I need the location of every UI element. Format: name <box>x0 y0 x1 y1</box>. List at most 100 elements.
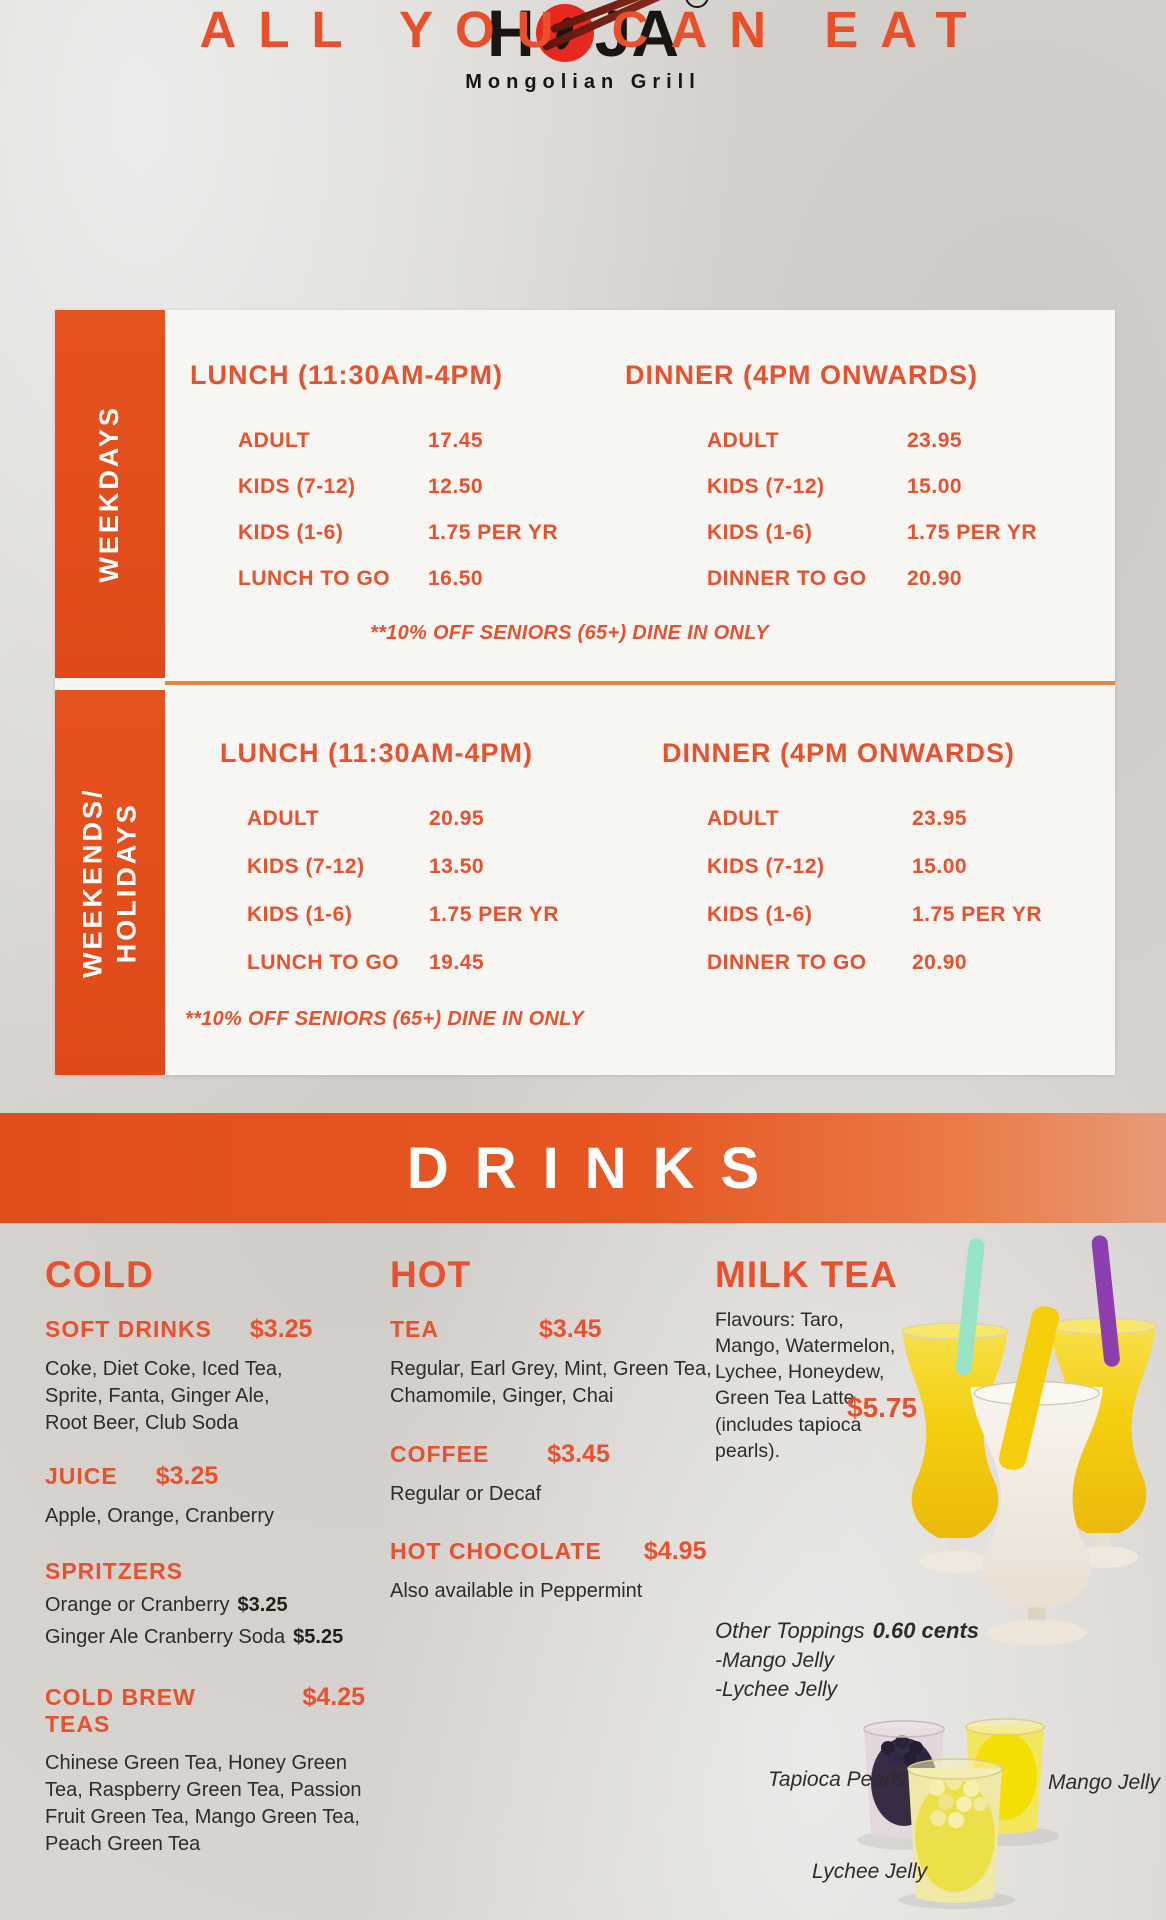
spritzer-text: Ginger Ale Cranberry Soda <box>45 1626 286 1649</box>
other-toppings-label: Other Toppings <box>715 1618 865 1643</box>
price-label: LUNCH TO GO <box>238 567 391 591</box>
section-divider <box>165 681 1115 685</box>
price-table: ADULT 23.95 KIDS (7-12) 15.00 KIDS (1-6) 1.… <box>625 429 1037 613</box>
meal-heading: LUNCH (11:30AM-4PM) <box>220 738 534 768</box>
drinks-banner: DRINKS <box>0 1113 1166 1223</box>
price-value: 12.50 <box>428 475 484 499</box>
price-table: ADULT 23.95 KIDS (7-12) 15.00 KIDS (1-6) 1.… <box>662 807 1042 999</box>
weekends-lunch-block: LUNCH (11:30AM-4PM) ADULT 20.95 KIDS (7-1… <box>220 738 559 999</box>
weekdays-lunch-block: LUNCH (11:30AM-4PM) ADULT 17.45 KIDS (7-1… <box>190 360 558 613</box>
item-price: $3.25 <box>249 1315 313 1343</box>
tapioca-pearls-label: Tapioca Pearls <box>768 1768 907 1791</box>
table-row: KIDS (1-6) 1.75 PER YR <box>707 903 1042 951</box>
table-row: KIDS (1-6) 1.75 PER YR <box>707 521 1037 567</box>
table-row: ADULT 17.45 <box>238 429 558 475</box>
price-value: 13.50 <box>429 855 485 879</box>
item-price: $4.95 <box>643 1537 707 1566</box>
item-description: Coke, Diet Coke, Iced Tea, Sprite, Fanta… <box>45 1358 283 1434</box>
spritzer-price: $3.25 <box>237 1594 288 1617</box>
milk-tea-column: MILK TEA Flavours: Taro, Mango, Watermel… <box>715 1256 1015 1464</box>
item-description: Regular, Earl Grey, Mint, Green Tea, Cha… <box>390 1358 712 1407</box>
menu-item-coffee: COFFEE $3.45 Regular or Decaf <box>390 1440 720 1508</box>
spritzer-line: Ginger Ale Cranberry Soda $5.25 <box>45 1626 365 1649</box>
table-row: KIDS (1-6) 1.75 PER YR <box>247 903 559 951</box>
price-label: DINNER TO GO <box>707 951 867 975</box>
menu-item-hot-chocolate: HOT CHOCOLATE $4.95 Also available in Pep… <box>390 1537 720 1605</box>
menu-item-spritzers: SPRITZERS Orange or Cranberry $3.25 Ginge… <box>45 1558 365 1649</box>
menu-item-tea: TEA $3.45 Regular, Earl Grey, Mint, Green… <box>390 1315 720 1410</box>
lychee-jelly-label: Lychee Jelly <box>812 1860 928 1883</box>
price-label: DINNER TO GO <box>707 567 867 591</box>
table-row: KIDS (7-12) 12.50 <box>238 475 558 521</box>
price-label: KIDS (1-6) <box>707 521 813 545</box>
price-label: ADULT <box>247 807 320 831</box>
table-row: LUNCH TO GO 19.45 <box>247 951 559 999</box>
item-price: $3.45 <box>547 1439 610 1468</box>
milk-tea-description: Flavours: Taro, Mango, Watermelon, Lyche… <box>715 1309 896 1462</box>
price-table: ADULT 20.95 KIDS (7-12) 13.50 KIDS (1-6) 1.… <box>220 807 559 999</box>
item-price: $4.25 <box>302 1683 365 1712</box>
price-value: 19.45 <box>429 951 485 975</box>
table-row: DINNER TO GO 20.90 <box>707 951 1042 999</box>
price-value: 15.00 <box>907 475 963 499</box>
milk-tea-glass-center <box>970 1306 1103 1646</box>
item-name: COLD BREW TEAS <box>45 1684 196 1738</box>
pricing-card: WEEKDAYS WEEKENDS/ HOLIDAYS LUNCH (11:30… <box>55 310 1115 1075</box>
logo-text-h: H <box>486 0 535 70</box>
other-toppings-title: Other Toppings 0.60 cents <box>715 1618 979 1644</box>
item-name: SOFT DRINKS <box>45 1316 212 1342</box>
price-table: ADULT 17.45 KIDS (7-12) 12.50 KIDS (1-6) 1.… <box>190 429 558 613</box>
weekends-sidebar: WEEKENDS/ HOLIDAYS <box>55 690 165 1075</box>
menu-item-juice: JUICE $3.25 Apple, Orange, Cranberry <box>45 1462 365 1530</box>
price-value: 17.45 <box>428 429 484 453</box>
price-label: KIDS (7-12) <box>247 855 365 879</box>
price-value: 1.75 PER YR <box>428 521 559 545</box>
item-name: SPRITZERS <box>45 1558 184 1585</box>
spritzer-text: Orange or Cranberry <box>45 1594 230 1617</box>
table-row: KIDS (7-12) 13.50 <box>247 855 559 903</box>
hot-heading: HOT <box>390 1254 472 1295</box>
price-value: 23.95 <box>912 807 968 831</box>
sidebar-label-line: WEEKENDS/ <box>77 787 108 978</box>
table-row: ADULT 23.95 <box>707 429 1037 475</box>
price-label: KIDS (1-6) <box>247 903 353 927</box>
price-value: 16.50 <box>428 567 484 591</box>
meal-heading: DINNER (4PM ONWARDS) <box>662 738 1016 768</box>
table-row: ADULT 20.95 <box>247 807 559 855</box>
milk-tea-glass-left <box>901 1238 1009 1573</box>
topping-cups-image <box>857 1718 1059 1909</box>
spritzer-line: Orange or Cranberry $3.25 <box>45 1594 365 1617</box>
table-row: LUNCH TO GO 16.50 <box>238 567 558 613</box>
item-name: JUICE <box>45 1463 118 1490</box>
menu-item-soft-drinks: SOFT DRINKS $3.25 Coke, Diet Coke, Iced T… <box>45 1315 365 1436</box>
price-label: LUNCH TO GO <box>247 951 400 975</box>
sidebar-label-line: WEEKDAYS <box>94 405 125 583</box>
lychee-jelly-cup <box>899 1758 1015 1909</box>
milk-tea-glasses-image <box>901 1235 1157 1646</box>
table-row: KIDS (7-12) 15.00 <box>707 855 1042 903</box>
price-value: 20.90 <box>907 567 963 591</box>
weekends-label: WEEKENDS/ HOLIDAYS <box>76 787 144 978</box>
item-price: $3.45 <box>539 1315 602 1343</box>
meal-heading: LUNCH (11:30AM-4PM) <box>190 360 504 390</box>
price-label: ADULT <box>238 429 311 453</box>
sidebar-label-line: HOLIDAYS <box>111 801 141 964</box>
price-value: 15.00 <box>912 855 968 879</box>
item-name: COFFEE <box>390 1440 490 1467</box>
logo-wordmark: H JA TM <box>486 0 740 70</box>
item-price: $3.25 <box>155 1462 219 1491</box>
meal-heading: DINNER (4PM ONWARDS) <box>625 360 979 390</box>
weekends-dinner-block: DINNER (4PM ONWARDS) ADULT 23.95 KIDS (7-… <box>662 738 1042 999</box>
hot-drinks-column: HOT TEA $3.45 Regular, Earl Grey, Mint, G… <box>390 1256 720 1605</box>
other-toppings-block: Other Toppings 0.60 cents -Mango Jelly -L… <box>715 1618 979 1702</box>
price-value: 20.90 <box>912 951 968 975</box>
price-label: KIDS (7-12) <box>238 475 356 499</box>
milk-tea-heading: MILK TEA <box>715 1254 898 1295</box>
price-label: KIDS (7-12) <box>707 855 825 879</box>
price-value: 1.75 PER YR <box>429 903 560 927</box>
price-label: ADULT <box>707 429 780 453</box>
item-description: Chinese Green Tea, Honey Green Tea, Rasp… <box>45 1752 362 1855</box>
item-description: Apple, Orange, Cranberry <box>45 1505 275 1528</box>
logo-subtitle: Mongolian Grill <box>465 71 701 93</box>
table-row: ADULT 23.95 <box>707 807 1042 855</box>
